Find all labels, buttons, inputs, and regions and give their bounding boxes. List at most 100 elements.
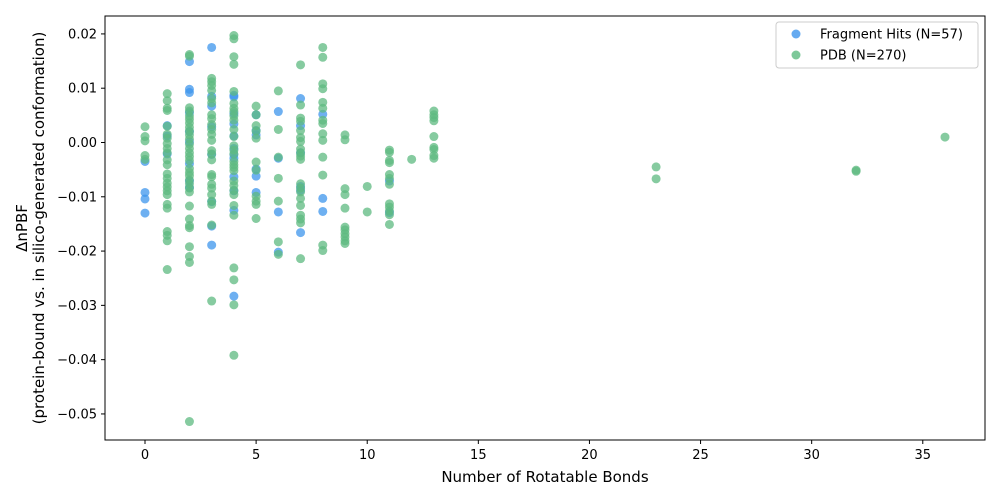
data-point xyxy=(340,203,350,213)
data-point xyxy=(251,165,261,175)
data-point xyxy=(318,170,328,180)
data-point xyxy=(340,190,350,200)
data-point xyxy=(162,121,172,131)
data-point xyxy=(162,148,172,158)
data-point xyxy=(273,173,283,183)
x-tick-label: 0 xyxy=(141,448,149,463)
data-point xyxy=(162,89,172,99)
data-point xyxy=(362,181,372,191)
y-tick-label: −0.02 xyxy=(57,245,97,260)
x-tick-label: 35 xyxy=(915,448,932,463)
data-point xyxy=(184,187,194,197)
data-point xyxy=(318,152,328,162)
y-axis-label-line1: ΔnPBF xyxy=(13,204,31,252)
data-point xyxy=(184,88,194,98)
data-point xyxy=(429,116,439,126)
data-point xyxy=(207,172,217,182)
data-point xyxy=(362,207,372,217)
legend-box xyxy=(775,21,979,69)
data-point xyxy=(207,183,217,193)
data-point xyxy=(229,166,239,176)
data-point xyxy=(296,154,306,164)
data-point xyxy=(296,200,306,210)
data-point xyxy=(273,249,283,259)
data-point xyxy=(251,199,261,209)
data-point xyxy=(251,213,261,223)
data-point xyxy=(184,214,194,224)
data-point xyxy=(229,86,239,96)
data-point xyxy=(318,135,328,145)
data-point xyxy=(207,199,217,209)
data-point xyxy=(296,254,306,264)
data-point xyxy=(207,190,217,200)
data-point xyxy=(207,135,217,145)
data-point xyxy=(429,132,439,142)
data-point xyxy=(229,263,239,273)
data-point xyxy=(229,132,239,142)
y-tick-label: −0.01 xyxy=(57,190,97,205)
y-tick-label: −0.05 xyxy=(57,407,97,422)
data-point xyxy=(140,208,150,218)
y-tick-label: −0.04 xyxy=(57,353,97,368)
data-point xyxy=(251,157,261,167)
x-tick-label: 25 xyxy=(692,448,709,463)
data-point xyxy=(429,153,439,163)
data-point xyxy=(251,133,261,143)
data-point xyxy=(207,155,217,165)
x-tick-label: 30 xyxy=(803,448,820,463)
data-point xyxy=(651,162,661,172)
data-point xyxy=(229,291,239,301)
data-point xyxy=(318,118,328,128)
y-tick-label: 0.01 xyxy=(68,82,97,97)
data-point xyxy=(184,201,194,211)
data-point xyxy=(384,210,394,220)
points-layer xyxy=(140,31,950,427)
data-point xyxy=(162,160,172,170)
data-point xyxy=(140,122,150,132)
x-tick-label: 15 xyxy=(470,448,487,463)
data-point xyxy=(296,187,306,197)
data-point xyxy=(229,275,239,285)
data-point xyxy=(229,210,239,220)
legend-label-fragment-hits: Fragment Hits (N=57) xyxy=(820,28,963,43)
data-point xyxy=(229,200,239,210)
data-point xyxy=(273,152,283,162)
data-point xyxy=(318,84,328,94)
data-point xyxy=(207,98,217,108)
data-point xyxy=(273,107,283,117)
data-point xyxy=(229,59,239,69)
data-point xyxy=(318,42,328,52)
data-point xyxy=(229,52,239,62)
data-point xyxy=(229,149,239,159)
data-point xyxy=(296,126,306,136)
data-point xyxy=(273,124,283,134)
data-point xyxy=(184,51,194,61)
data-point xyxy=(162,190,172,200)
data-point xyxy=(251,110,261,120)
data-point xyxy=(340,135,350,145)
x-tick-label: 5 xyxy=(252,448,260,463)
data-point xyxy=(229,124,239,134)
data-point xyxy=(340,238,350,248)
data-point xyxy=(162,265,172,275)
legend: Fragment Hits (N=57) PDB (N=270) xyxy=(775,21,979,69)
data-point xyxy=(184,417,194,427)
data-point xyxy=(229,190,239,200)
series-pdb xyxy=(140,31,950,427)
y-tick-label: −0.03 xyxy=(57,299,97,314)
data-point xyxy=(229,350,239,360)
series-fragment-hits xyxy=(140,42,394,301)
data-point xyxy=(384,179,394,189)
data-point xyxy=(184,257,194,267)
data-point xyxy=(384,219,394,229)
data-point xyxy=(251,126,261,136)
data-point xyxy=(251,101,261,111)
legend-label-pdb: PDB (N=270) xyxy=(820,49,906,64)
plot-frame xyxy=(104,15,986,441)
data-point xyxy=(318,129,328,139)
data-point xyxy=(207,42,217,52)
data-point xyxy=(207,240,217,250)
x-tick-label: 10 xyxy=(359,448,376,463)
